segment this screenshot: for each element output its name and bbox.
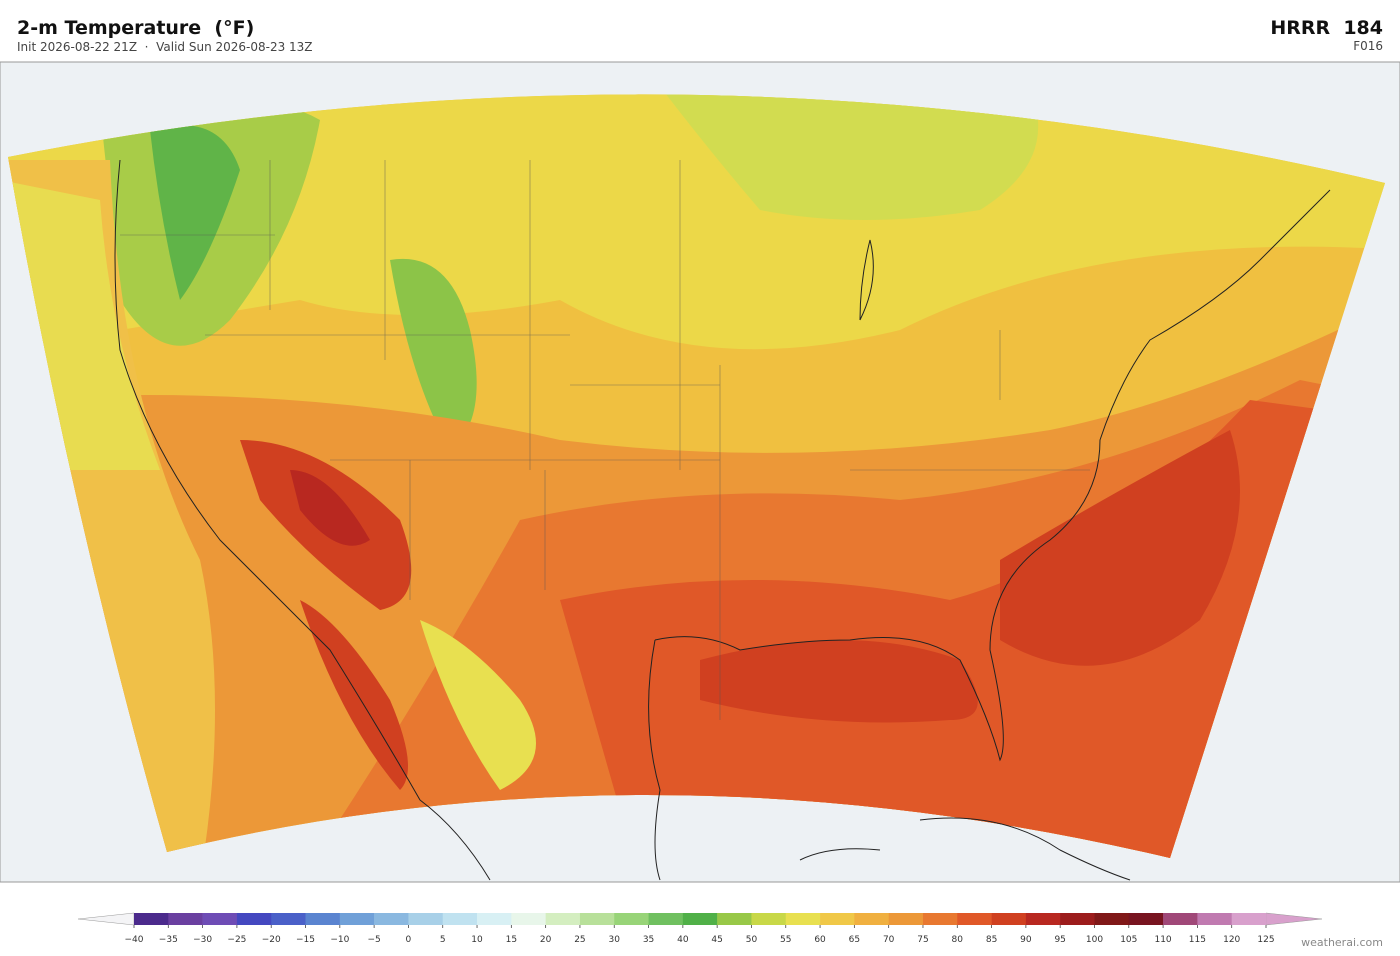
colorbar-tick-label: 50 bbox=[746, 935, 758, 945]
colorbar-segment bbox=[682, 913, 718, 925]
colorbar-segment bbox=[1128, 913, 1164, 925]
colorbar-segment bbox=[511, 913, 546, 925]
colorbar: −40 −35 −30 −25 −20 −15 −10 −5 0 5 10 15 20 25 30 35 40 4… bbox=[77, 912, 1323, 945]
colorbar-tick-label: −15 bbox=[296, 935, 315, 945]
colorbar-segment bbox=[374, 913, 409, 925]
colorbar-segment bbox=[1025, 913, 1061, 925]
subtitle: Init 2026-08-22 21Z · Valid Sun 2026-08-… bbox=[17, 40, 313, 54]
colorbar-tick-label: 90 bbox=[1020, 935, 1032, 945]
colorbar-tick-label: 75 bbox=[917, 935, 928, 945]
colorbar-tick-label: −40 bbox=[125, 935, 144, 945]
colorbar-tick-label: 85 bbox=[986, 935, 997, 945]
colorbar-tick-label: 55 bbox=[780, 935, 791, 945]
colorbar-segment bbox=[888, 913, 924, 925]
colorbar-tick-label: 25 bbox=[574, 935, 585, 945]
colorbar-tick-label: 45 bbox=[711, 935, 722, 945]
colorbar-segment bbox=[408, 913, 444, 925]
colorbar-tick-label: −30 bbox=[193, 935, 212, 945]
map bbox=[0, 61, 1400, 883]
colorbar-segment bbox=[1197, 913, 1232, 925]
colorbar-segment bbox=[305, 913, 341, 925]
colorbar-tick-label: 110 bbox=[1154, 935, 1171, 945]
colorbar-tick-label: 105 bbox=[1120, 935, 1137, 945]
colorbar-segment bbox=[168, 913, 203, 925]
state-borders bbox=[120, 160, 1090, 720]
colorbar-segment bbox=[820, 913, 855, 925]
colorbar-segment bbox=[957, 913, 992, 925]
colorbar-tick-label: 20 bbox=[540, 935, 552, 945]
colorbar-segment bbox=[1231, 913, 1267, 925]
colorbar-segment bbox=[1060, 913, 1095, 925]
colorbar-segment bbox=[614, 913, 649, 925]
colorbar-tick-label: 40 bbox=[677, 935, 689, 945]
colorbar-segment bbox=[339, 913, 375, 925]
colorbar-segment bbox=[751, 913, 787, 925]
colorbar-segment bbox=[545, 913, 581, 925]
colorbar-tick-label: 60 bbox=[814, 935, 826, 945]
colorbar-tick-label: 115 bbox=[1189, 935, 1206, 945]
colorbar-tick-label: −20 bbox=[262, 935, 281, 945]
colorbar-tick-label: 0 bbox=[406, 935, 412, 945]
colorbar-segment bbox=[271, 913, 306, 925]
colorbar-segment bbox=[785, 913, 821, 925]
colorbar-tick-label: −10 bbox=[330, 935, 349, 945]
colorbar-tick-label: 70 bbox=[883, 935, 895, 945]
colorbar-segment bbox=[477, 913, 512, 925]
colorbar-tick-label: 100 bbox=[1086, 935, 1103, 945]
colorbar-tick-label: 35 bbox=[643, 935, 654, 945]
colorbar-tick-label: 15 bbox=[506, 935, 517, 945]
colorbar-under bbox=[77, 912, 135, 926]
colorbar-over bbox=[1265, 912, 1323, 926]
forecast-hour: F016 bbox=[1353, 39, 1383, 53]
colorbar-tick-label: 30 bbox=[609, 935, 621, 945]
colorbar-segment bbox=[202, 913, 238, 925]
temperature-field bbox=[8, 94, 1385, 859]
colorbar-segment bbox=[854, 913, 889, 925]
colorbar-segment bbox=[991, 913, 1027, 925]
colorbar-segment bbox=[236, 913, 272, 925]
colorbar-tick-label: −35 bbox=[159, 935, 178, 945]
colorbar-segment bbox=[442, 913, 478, 925]
colorbar-tick-label: 120 bbox=[1223, 935, 1240, 945]
colorbar-segment bbox=[648, 913, 684, 925]
colorbar-segment bbox=[1094, 913, 1130, 925]
title: 2-m Temperature (°F) bbox=[17, 17, 254, 39]
colorbar-segment bbox=[579, 913, 615, 925]
model: HRRR 184 bbox=[1270, 17, 1383, 39]
colorbar-tick-label: 80 bbox=[952, 935, 964, 945]
watermark: weatherai.com bbox=[1301, 936, 1383, 949]
colorbar-tick-label: 65 bbox=[849, 935, 860, 945]
colorbar-tick-label: 5 bbox=[440, 935, 446, 945]
colorbar-tick-label: 125 bbox=[1257, 935, 1274, 945]
colorbar-tick-label: 10 bbox=[471, 935, 483, 945]
colorbar-segment bbox=[717, 913, 752, 925]
colorbar-segment bbox=[134, 913, 169, 925]
colorbar-tick-label: 95 bbox=[1054, 935, 1065, 945]
colorbar-tick-label: −25 bbox=[227, 935, 246, 945]
colorbar-tick-label: −5 bbox=[367, 935, 380, 945]
colorbar-segment bbox=[922, 913, 958, 925]
colorbar-segment bbox=[1163, 913, 1198, 925]
coastlines bbox=[114, 159, 1331, 881]
